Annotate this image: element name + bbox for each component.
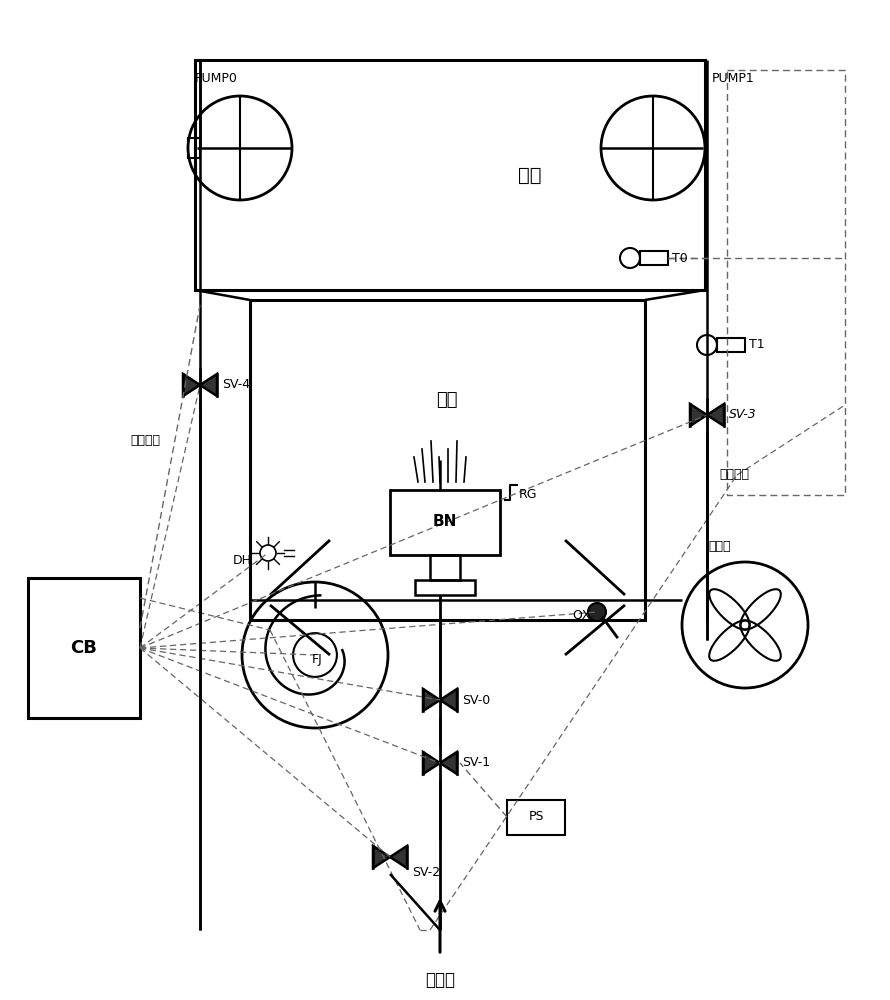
Polygon shape <box>183 374 200 396</box>
Bar <box>28 578 140 718</box>
Text: SV-1: SV-1 <box>462 756 490 770</box>
Polygon shape <box>200 374 217 396</box>
Bar <box>415 580 475 595</box>
Text: QX: QX <box>572 608 590 621</box>
Circle shape <box>588 603 606 621</box>
Polygon shape <box>423 752 440 774</box>
Polygon shape <box>423 689 440 711</box>
Text: SV-3: SV-3 <box>729 408 756 422</box>
Bar <box>250 300 645 620</box>
Text: SV-4: SV-4 <box>222 378 250 391</box>
Text: 水箱: 水箱 <box>518 165 542 184</box>
Polygon shape <box>373 846 390 868</box>
Bar <box>390 490 500 555</box>
Text: PUMP1: PUMP1 <box>712 72 755 85</box>
Text: T0: T0 <box>672 251 688 264</box>
Text: PUMP0: PUMP0 <box>195 72 238 85</box>
Text: SV-0: SV-0 <box>462 694 490 706</box>
Text: 排风口: 排风口 <box>708 540 732 554</box>
Text: RG: RG <box>519 488 538 502</box>
Bar <box>188 138 200 158</box>
Polygon shape <box>390 846 407 868</box>
Polygon shape <box>440 689 457 711</box>
Polygon shape <box>690 404 707 426</box>
Text: T1: T1 <box>749 338 765 352</box>
Bar <box>507 800 565 835</box>
Text: 供水输出: 供水输出 <box>719 468 749 482</box>
Bar <box>717 338 745 352</box>
Text: SV-2: SV-2 <box>412 865 441 879</box>
Bar <box>640 251 668 265</box>
Text: BN: BN <box>433 514 457 530</box>
Text: 炉腔: 炉腔 <box>436 391 457 409</box>
Text: PS: PS <box>529 810 544 824</box>
Polygon shape <box>707 404 724 426</box>
Text: FJ: FJ <box>312 652 322 666</box>
Bar <box>195 60 705 290</box>
Text: 天然气: 天然气 <box>425 971 455 989</box>
Bar <box>430 555 460 580</box>
Polygon shape <box>440 752 457 774</box>
Text: CB: CB <box>70 639 97 657</box>
Bar <box>705 138 707 158</box>
Text: DH: DH <box>233 554 252 568</box>
Text: 供水输入: 供水输入 <box>130 434 160 446</box>
